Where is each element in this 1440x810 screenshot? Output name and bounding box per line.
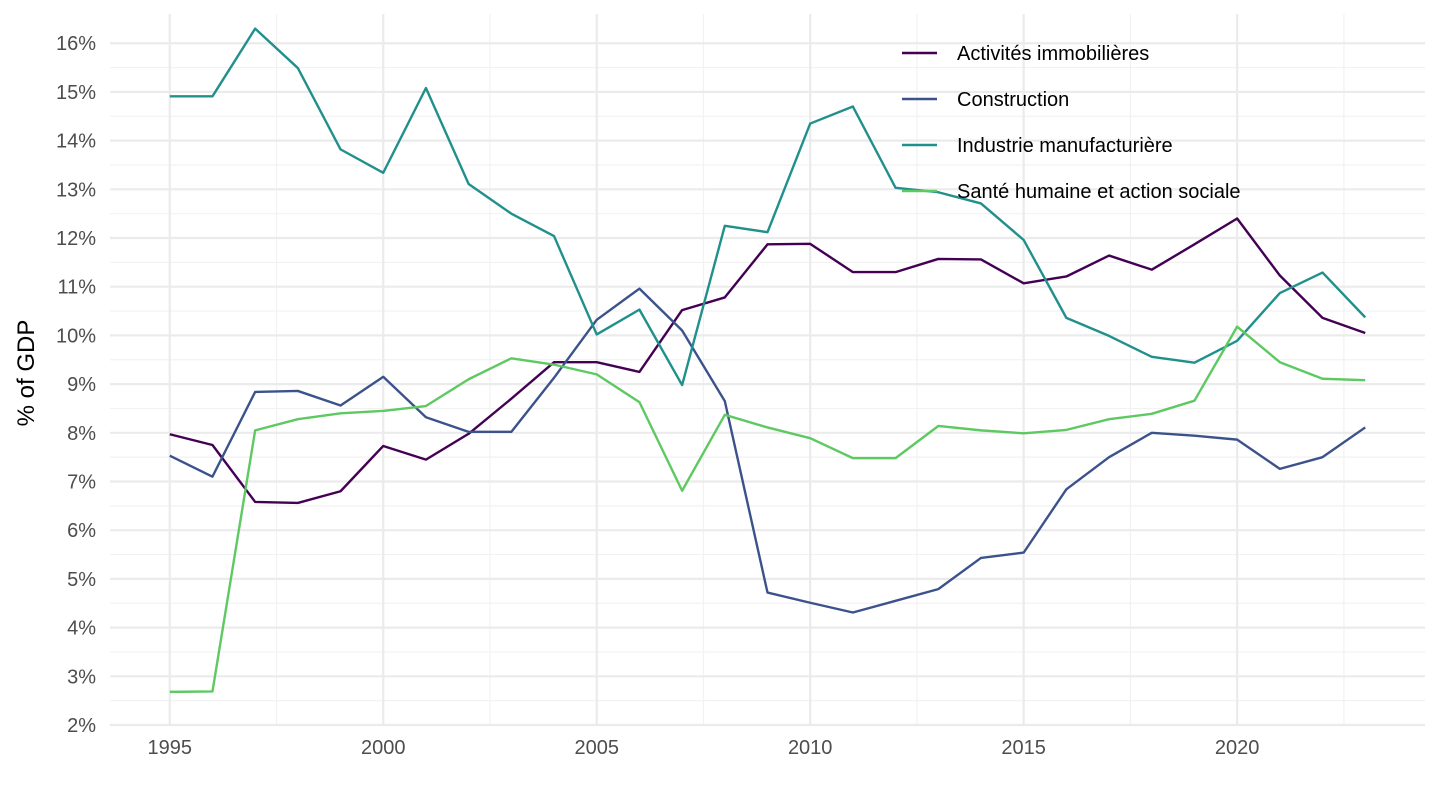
x-tick-label: 2015 [1001,737,1046,759]
x-tick-label: 1995 [148,737,193,759]
x-tick-label: 2020 [1215,737,1260,759]
legend-label-3: Industrie manufacturière [957,135,1173,157]
y-tick-label: 5% [67,569,96,591]
legend-label-1: Activités immobilières [957,43,1149,65]
series-line-4 [169,325,1366,694]
series-lines [169,27,1367,694]
series-line-1 [169,217,1366,505]
y-tick-label: 9% [67,374,96,396]
legend: Activités immobilières Construction Indust… [902,43,1241,203]
legend-label-4: Santé humaine et action sociale [957,181,1241,203]
major-gridlines [110,14,1425,727]
y-axis-tick-labels: 2% 3% 4% 5% 6% 7% 8% 9% 10% 11% 12% 13% 14% 15% 16% [56,33,96,737]
y-tick-label: 12% [56,228,96,250]
legend-label-2: Construction [957,89,1069,111]
y-tick-label: 13% [56,179,96,201]
y-tick-label: 6% [67,520,96,542]
x-axis-tick-labels: 1995 2000 2005 2010 2015 2020 [148,737,1260,759]
series-line-3 [169,27,1367,387]
x-tick-label: 2010 [788,737,833,759]
minor-gridlines [110,14,1425,725]
y-tick-label: 7% [67,472,96,494]
x-tick-label: 2005 [574,737,619,759]
x-tick-label: 2000 [361,737,406,759]
y-tick-label: 8% [67,423,96,445]
y-tick-label: 10% [56,325,96,347]
y-tick-label: 14% [56,131,96,153]
y-tick-label: 2% [67,715,96,737]
y-tick-label: 16% [56,33,96,55]
y-axis-title: % of GDP [13,320,40,427]
y-tick-label: 11% [57,277,96,299]
y-tick-label: 4% [67,618,96,640]
series-line-2 [169,287,1366,614]
y-tick-label: 15% [56,82,96,104]
y-tick-label: 3% [67,666,96,688]
